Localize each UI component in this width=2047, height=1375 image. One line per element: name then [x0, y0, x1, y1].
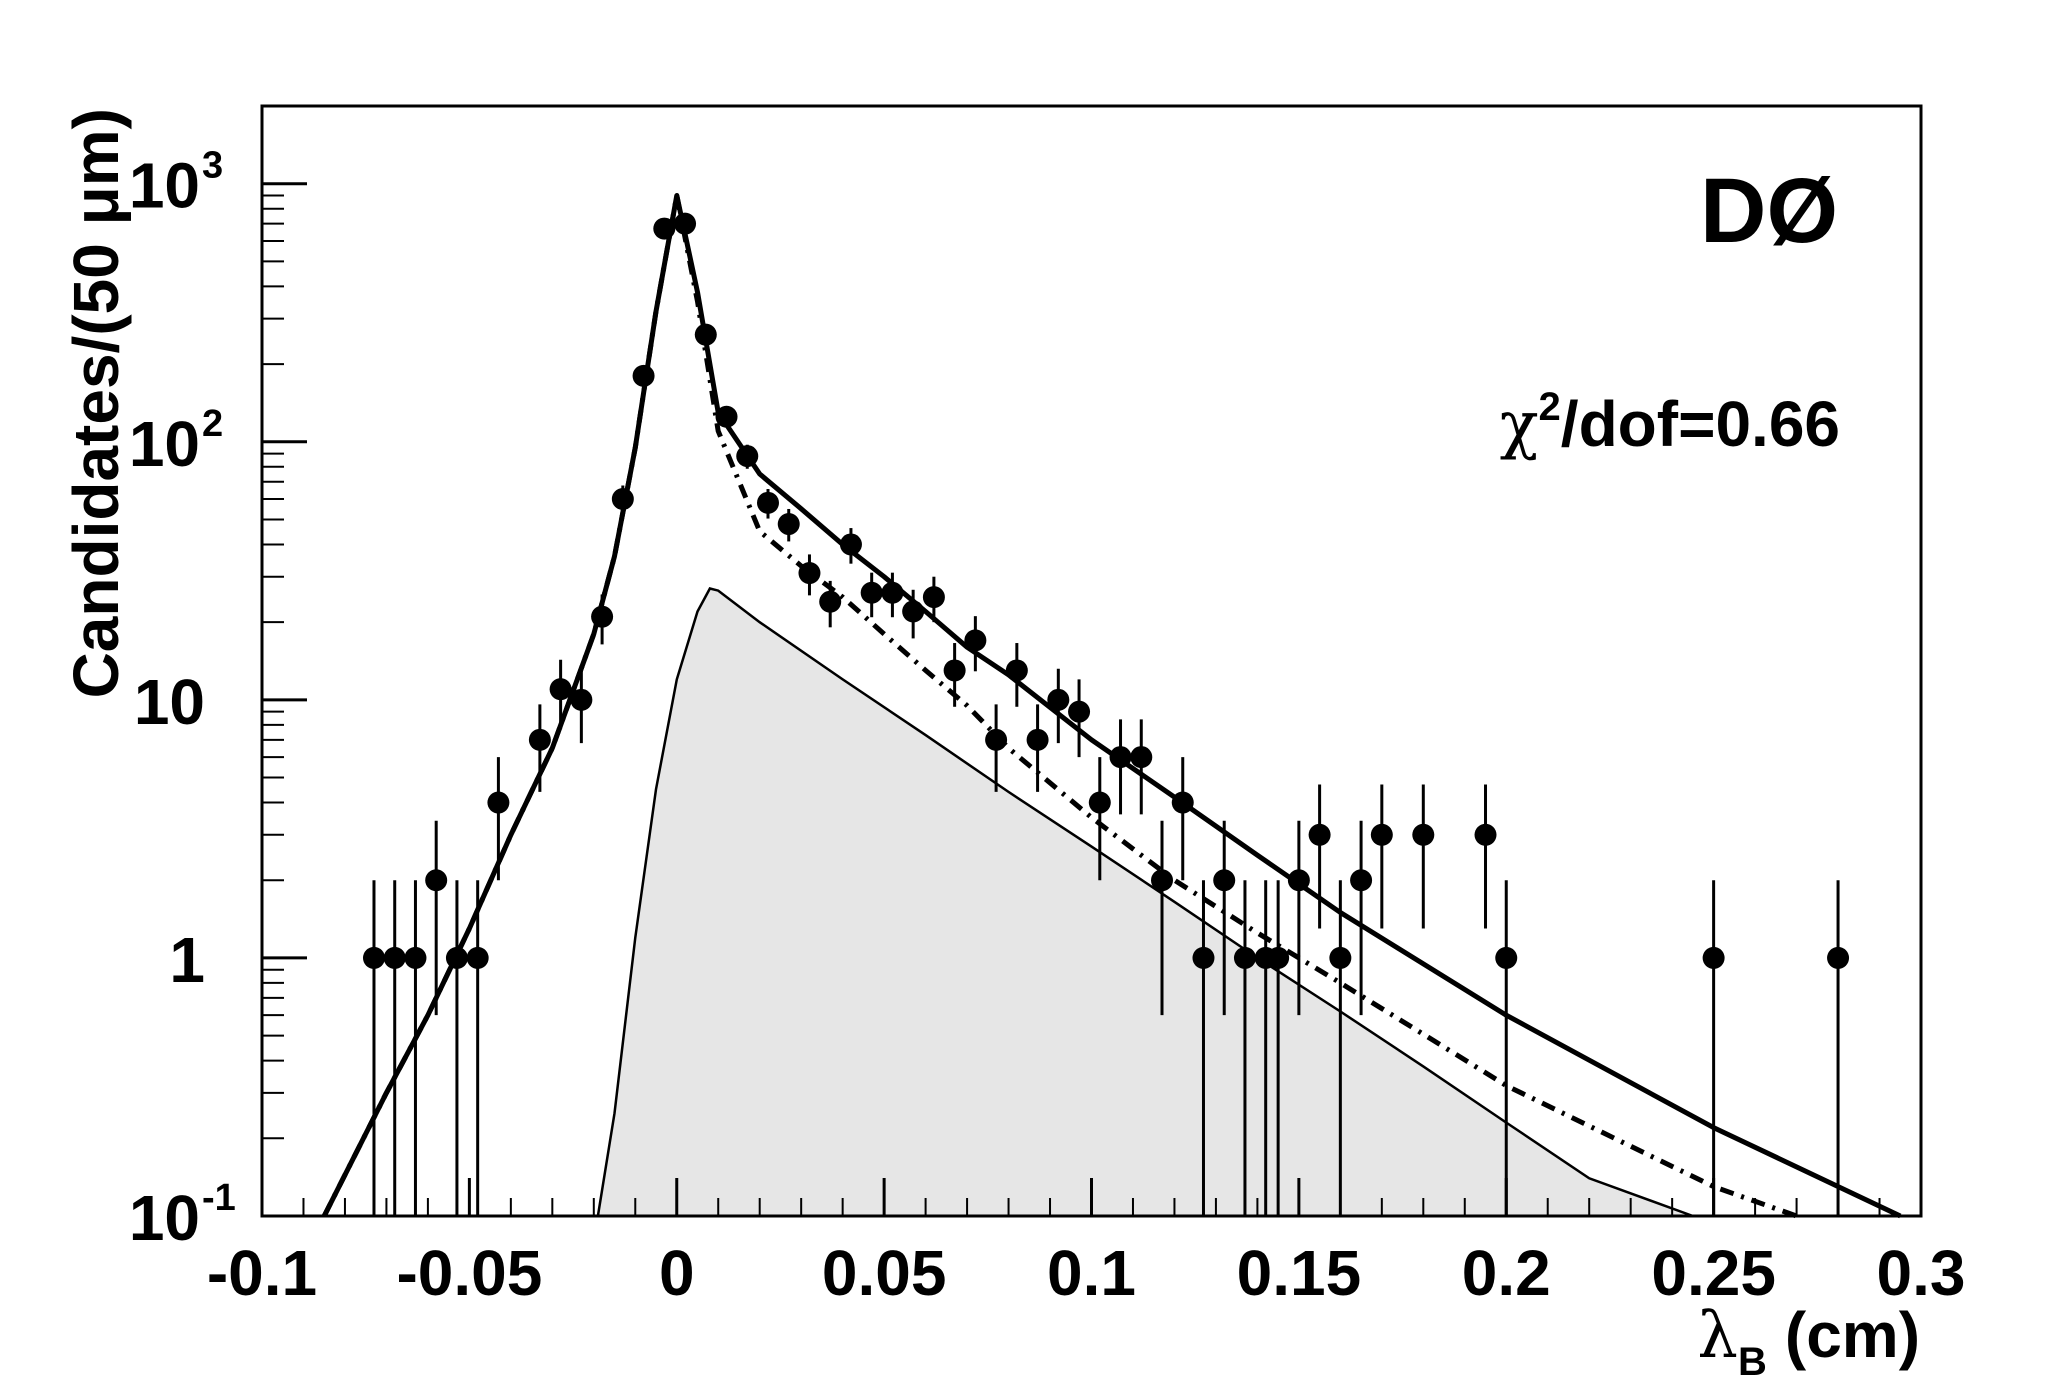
data-point	[1233, 946, 1256, 969]
signal-fill	[597, 588, 1693, 1216]
data-point	[777, 513, 800, 536]
x-tick-label: 0.2	[1462, 1237, 1551, 1309]
signal-curve	[596, 587, 1694, 1218]
tick-labels: -0.1 -0.05 0 0.05 0.1 0.15 0.2 0.25 0.310 -111010…	[129, 145, 1966, 1309]
x-axis-title-unit: (cm)	[1785, 1299, 1920, 1371]
experiment-label: DØ	[1700, 160, 1838, 262]
data-point	[1026, 728, 1049, 751]
x-tick-label: 0.05	[822, 1237, 947, 1309]
data-point	[922, 586, 945, 609]
data-point	[798, 562, 821, 585]
data-point	[528, 728, 551, 751]
data-point	[570, 688, 593, 711]
y-tick-exponent: 2	[202, 403, 223, 445]
data-point	[1088, 791, 1111, 814]
x-axis-title-symbol: λ	[1697, 1299, 1738, 1373]
y-tick-label: 10	[129, 150, 200, 222]
data-point	[1474, 823, 1497, 846]
data-point	[674, 212, 697, 235]
y-tick-label: 1	[169, 924, 205, 996]
chi2-rest: /dof=0.66	[1561, 388, 1840, 460]
signal-component	[596, 587, 1694, 1218]
x-axis-title-subscript: B	[1738, 1340, 1767, 1375]
chi2-label: χ2/dof=0.66	[1500, 385, 1840, 462]
data-point	[1287, 869, 1310, 892]
data-point	[1213, 869, 1236, 892]
data-point	[1350, 869, 1373, 892]
data-point	[694, 323, 717, 346]
y-tick-label: 10	[129, 1182, 200, 1254]
data-point	[736, 445, 759, 468]
data-point	[404, 946, 427, 969]
data-point	[1702, 946, 1725, 969]
data-point	[1308, 823, 1331, 846]
data-point	[902, 600, 925, 623]
data-point	[1005, 659, 1028, 682]
data-point	[362, 946, 385, 969]
data-point	[1329, 946, 1352, 969]
data-point	[445, 946, 468, 969]
data-point	[964, 629, 987, 652]
axes	[260, 104, 1923, 1218]
data-point	[1171, 791, 1194, 814]
x-tick-label: 0.15	[1237, 1237, 1362, 1309]
data-point	[1370, 823, 1393, 846]
x-tick-label: 0.1	[1047, 1237, 1136, 1309]
data-point	[1151, 869, 1174, 892]
data-point	[1192, 946, 1215, 969]
data-point	[1068, 700, 1091, 723]
data-point	[383, 946, 406, 969]
data-point	[1412, 823, 1435, 846]
y-axis-title: Candidates/(50 μm)	[60, 108, 132, 698]
data-points	[362, 212, 1850, 1216]
chi2-symbol: χ	[1500, 388, 1539, 462]
data-point	[839, 533, 862, 556]
data-point	[860, 581, 883, 604]
data-point	[1109, 746, 1132, 769]
x-tick-label: 0	[659, 1237, 695, 1309]
x-axis-title: λB (cm)	[1697, 1299, 1920, 1375]
data-point	[591, 605, 614, 628]
data-point	[943, 659, 966, 682]
x-tick-label: 0.25	[1651, 1237, 1776, 1309]
data-point	[1267, 946, 1290, 969]
data-point	[632, 364, 655, 387]
data-point	[1495, 946, 1518, 969]
x-tick-label: -0.1	[207, 1237, 317, 1309]
x-tick-label: -0.05	[396, 1237, 542, 1309]
data-point	[715, 405, 738, 428]
x-tick-label: 0.3	[1877, 1237, 1966, 1309]
y-tick-exponent: 3	[202, 145, 223, 187]
data-point	[653, 217, 676, 240]
data-point	[1047, 688, 1070, 711]
data-point	[1130, 746, 1153, 769]
data-point	[1827, 946, 1850, 969]
fit-curves	[321, 193, 1902, 1219]
data-point	[881, 581, 904, 604]
data-point	[756, 491, 779, 514]
data-point	[985, 728, 1008, 751]
data-point	[611, 488, 634, 511]
chi2-exponent: 2	[1539, 385, 1561, 429]
y-tick-exponent: -1	[202, 1177, 236, 1219]
y-tick-label: 10	[129, 408, 200, 480]
total-fit-curve	[321, 193, 1902, 1219]
data-point	[466, 946, 489, 969]
data-point	[549, 678, 572, 701]
data-point	[425, 869, 448, 892]
y-tick-label: 10	[134, 666, 205, 738]
data-point	[487, 791, 510, 814]
data-point	[819, 590, 842, 613]
